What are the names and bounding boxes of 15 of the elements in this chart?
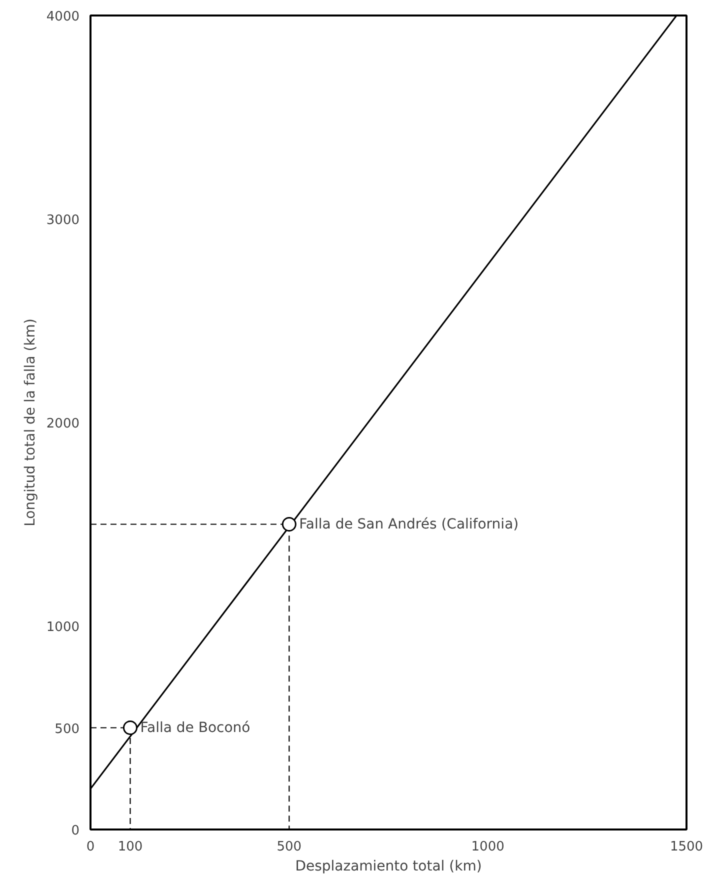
annotation: Falla de Boconó [140,720,250,736]
x-tick-label: 100 [118,840,143,854]
x-axis-title: Desplazamiento total (km) [295,858,482,874]
y-axis-title: Longitud total de la falla (km) [22,318,38,526]
annotation: Falla de San Andrés (California) [299,516,519,532]
x-tick-label: 1000 [471,840,504,854]
y-tick-label: 3000 [46,213,80,228]
y-tick-label: 0 [71,824,80,838]
y-tick-label: 500 [54,722,80,737]
x-tick-label: 500 [276,840,302,854]
y-tick-label: 2000 [46,416,80,432]
y-tick-label: 4000 [46,10,80,24]
y-tick-label: 1000 [46,620,80,635]
x-tick-label: 1500 [670,840,704,854]
x-tick-label: 0 [86,840,95,854]
